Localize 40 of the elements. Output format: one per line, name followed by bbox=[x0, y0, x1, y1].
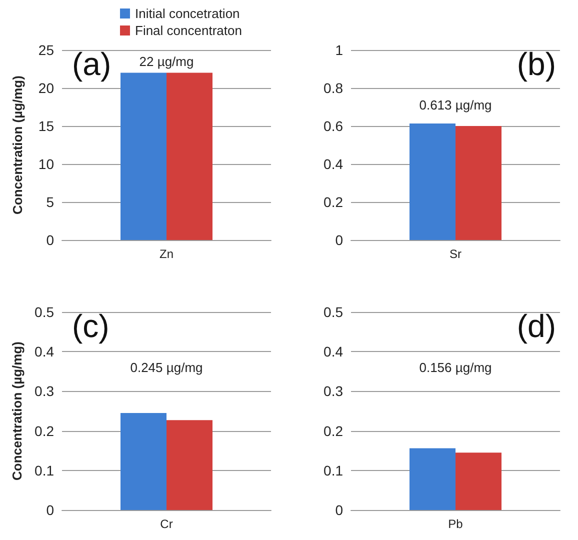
y-tick-label: 0 bbox=[46, 232, 54, 248]
annotation: 0.156 µg/mg bbox=[419, 360, 492, 375]
annotation: 0.245 µg/mg bbox=[130, 360, 203, 375]
y-tick-label: 0.5 bbox=[324, 304, 344, 320]
legend-label: Initial concetration bbox=[135, 6, 240, 21]
y-tick-label: 0.3 bbox=[34, 383, 54, 400]
y-tick-label: 1 bbox=[335, 42, 344, 58]
y-tick-label: 0.6 bbox=[324, 118, 344, 134]
y-tick-label: 0.4 bbox=[34, 344, 54, 360]
x-tick-label: Cr bbox=[160, 517, 173, 531]
text: (c) bbox=[72, 308, 110, 344]
y-tick-label: 0.3 bbox=[324, 383, 344, 400]
x-tick-label: Sr bbox=[450, 247, 462, 261]
text: (a) bbox=[72, 46, 112, 82]
y-tick-label: 0.5 bbox=[34, 304, 54, 320]
legend-label: Final concentraton bbox=[135, 23, 242, 38]
y-tick-label: 0.1 bbox=[34, 462, 54, 478]
y-tick-label: 10 bbox=[38, 156, 54, 172]
y-axis-title: Concentration (µg/mg) bbox=[10, 76, 25, 214]
y-tick-label: 0 bbox=[335, 232, 344, 248]
y-tick-label: 0.1 bbox=[324, 462, 344, 478]
y-tick-label: 0 bbox=[46, 502, 54, 518]
y-tick-label: 0.4 bbox=[324, 344, 344, 360]
y-tick-label: 20 bbox=[38, 80, 54, 96]
y-tick-label: 5 bbox=[46, 194, 54, 210]
y-tick-label: 25 bbox=[38, 42, 54, 58]
y-tick-label: 0.2 bbox=[34, 422, 54, 439]
y-tick-label: 0 bbox=[335, 502, 344, 518]
y-tick-label: 0.4 bbox=[324, 156, 344, 172]
y-tick-label: 0.8 bbox=[324, 80, 344, 96]
y-axis-title: Concentration (µg/mg) bbox=[10, 342, 25, 480]
y-tick-label: 0.2 bbox=[324, 422, 344, 439]
x-tick-label: Pb bbox=[448, 517, 464, 531]
annotation: 0.613 µg/mg bbox=[419, 98, 492, 113]
y-tick-label: 15 bbox=[38, 118, 54, 134]
text: (d) bbox=[516, 308, 556, 344]
y-tick-label: 0.2 bbox=[324, 194, 344, 210]
text: (b) bbox=[516, 46, 556, 82]
x-tick-label: Zn bbox=[159, 247, 174, 261]
annotation: 22 µg/mg bbox=[139, 54, 194, 69]
